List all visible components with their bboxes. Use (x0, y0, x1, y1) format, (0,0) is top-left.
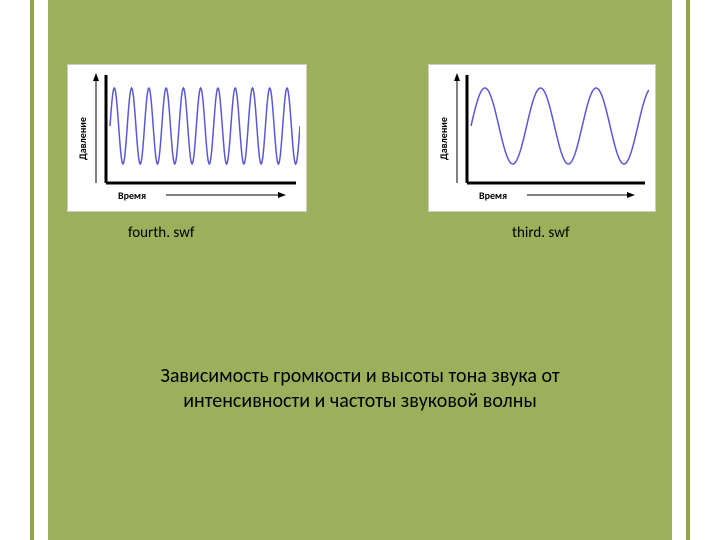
wave-chart-low-frequency: Давление Время (428, 64, 656, 212)
main-description-text: Зависимость громкости и высоты тона звук… (80, 364, 640, 414)
svg-text:Давление: Давление (437, 117, 450, 160)
main-text-line1: Зависимость громкости и высоты тона звук… (160, 364, 559, 388)
wave-chart-high-frequency: Давление Время (67, 64, 307, 212)
caption-left: fourth. swf (128, 224, 195, 242)
svg-text:Время: Время (479, 189, 507, 202)
svg-text:Время: Время (118, 189, 146, 202)
wave-svg-left: Давление Время (76, 71, 300, 205)
svg-text:Давление: Давление (76, 117, 89, 160)
caption-right: third. swf (512, 224, 570, 242)
main-text-line2: интенсивности и частоты звуковой волны (183, 389, 537, 413)
wave-svg-right: Давление Время (437, 71, 649, 205)
